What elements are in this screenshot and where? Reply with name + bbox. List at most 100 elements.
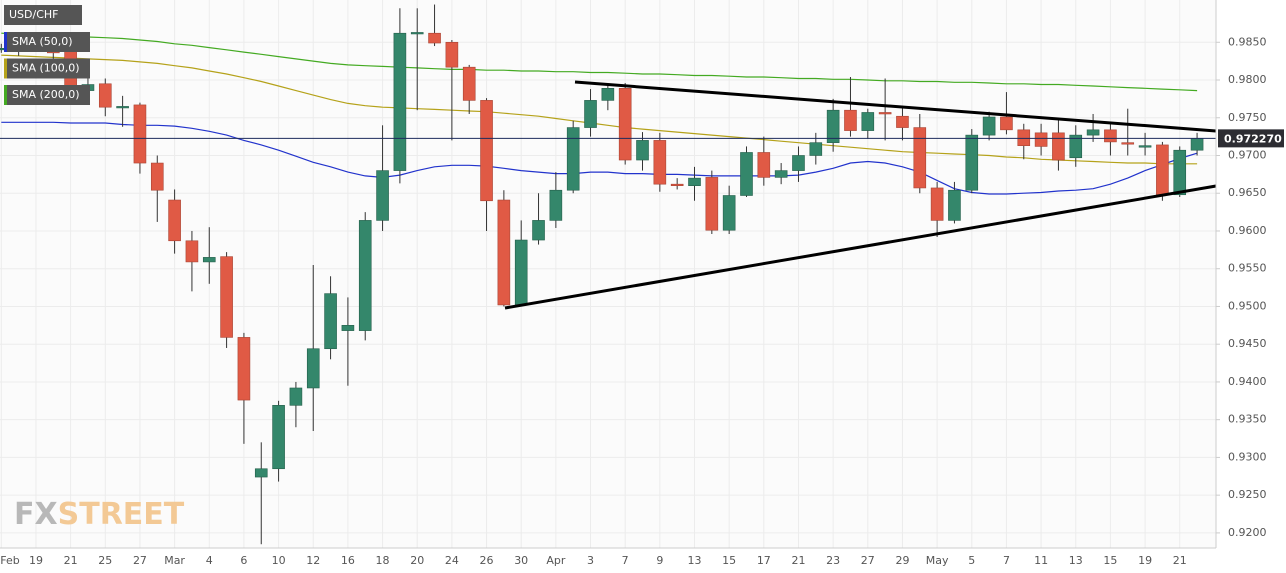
y-tick-label: 0.9200	[1228, 526, 1267, 539]
x-tick-label: 20	[410, 554, 424, 567]
candle-body	[844, 109, 857, 131]
candle-body	[722, 195, 736, 231]
candle-body	[428, 32, 441, 44]
marks	[0, 4, 1216, 545]
legend-swatch	[4, 58, 7, 79]
x-tick-label: 12	[306, 554, 320, 567]
sma-line	[1, 54, 1198, 165]
candle-body	[670, 183, 684, 186]
y-tick-label: 0.9550	[1228, 262, 1267, 275]
x-tick-label: 26	[480, 554, 494, 567]
x-tick-label: 17	[757, 554, 771, 567]
candle-body	[202, 257, 216, 263]
y-tick-label: 0.9750	[1228, 111, 1267, 124]
x-tick-label: 7	[622, 554, 629, 567]
legend-swatch	[4, 85, 7, 105]
candle-body	[809, 142, 823, 156]
candle-body	[1190, 138, 1204, 151]
candle-body	[688, 177, 701, 186]
candle-body	[324, 293, 337, 350]
x-tick-label: 21	[791, 554, 805, 567]
candle-body	[861, 112, 875, 131]
legend-swatch	[4, 32, 7, 52]
x-tick-label: 3	[587, 554, 594, 567]
x-tick-label: 30	[514, 554, 528, 567]
x-tick-label: 19	[29, 554, 43, 567]
y-tick-label: 0.9600	[1228, 224, 1267, 237]
y-tick-label: 0.9400	[1228, 375, 1267, 388]
x-tick-label: 10	[272, 554, 286, 567]
candle-body	[497, 199, 511, 306]
x-tick-label: Apr	[546, 554, 566, 567]
x-tick-label: 4	[206, 554, 213, 567]
x-tick-label: 27	[861, 554, 875, 567]
y-tick-label: 0.9300	[1228, 450, 1267, 463]
candle-body	[272, 405, 285, 470]
x-tick-label: 13	[688, 554, 702, 567]
candle-body	[982, 116, 996, 136]
x-tick-label: 19	[1138, 554, 1152, 567]
x-tick-label: 25	[98, 554, 112, 567]
candle-body	[1017, 129, 1031, 146]
candle-body	[948, 189, 961, 221]
x-tick-label: 15	[1103, 554, 1117, 567]
y-tick-label: 0.9450	[1228, 337, 1267, 350]
legend-label: SMA (200,0)	[12, 88, 80, 101]
x-tick-label: 6	[240, 554, 247, 567]
candle-body	[306, 348, 320, 389]
y-tick-label: 0.9250	[1228, 488, 1267, 501]
y-tick-label: 0.9800	[1228, 73, 1267, 86]
candle-body	[462, 66, 476, 101]
candle-body	[237, 337, 251, 401]
candle-body	[150, 162, 164, 191]
watermark-fx: FX	[14, 497, 58, 532]
candle-body	[168, 199, 181, 242]
candle-body	[376, 170, 389, 221]
candle-body	[254, 468, 268, 478]
candle-body	[913, 127, 927, 189]
candle-body	[1052, 132, 1065, 161]
x-tick-label: 21	[1173, 554, 1187, 567]
trendline-lower	[504, 184, 1217, 310]
candle-body	[965, 134, 979, 191]
candle-body	[393, 32, 407, 171]
candle-body	[584, 100, 597, 128]
candle-body	[653, 140, 667, 185]
legend: USD/CHF SMA (50,0) SMA (100,0) SMA (200,0)	[4, 5, 90, 105]
candle-body	[480, 100, 493, 202]
candle-body	[289, 387, 303, 406]
x-tick-label: 21	[64, 554, 78, 567]
x-tick-label: 5	[968, 554, 975, 567]
plot-area	[0, 0, 1216, 548]
legend-label: SMA (50,0)	[12, 35, 73, 48]
x-tick-label: 15	[722, 554, 736, 567]
candle-body	[705, 177, 719, 231]
candle-body	[514, 239, 528, 306]
candle-body	[740, 152, 753, 196]
candle-body	[220, 256, 233, 338]
candle-body	[445, 41, 459, 68]
candle-body	[930, 187, 944, 221]
candle-body	[341, 325, 355, 331]
x-tick-label: 11	[1034, 554, 1048, 567]
candle-body	[185, 240, 199, 263]
x-tick-label: 27	[133, 554, 147, 567]
candle-body	[1138, 145, 1152, 148]
candle-body	[1121, 142, 1135, 145]
trendline-upper	[574, 80, 1217, 133]
candle-body	[566, 127, 580, 191]
y-tick-label: 0.9500	[1228, 299, 1267, 312]
x-tick-label: Mar	[164, 554, 185, 567]
legend-box	[4, 32, 90, 52]
candle-body	[133, 104, 147, 164]
candle-body	[601, 88, 615, 101]
candle-body	[549, 189, 563, 221]
x-tick-label: 13	[1069, 554, 1083, 567]
candle-body	[618, 88, 632, 161]
candle-body	[1000, 116, 1013, 131]
candle-body	[116, 106, 129, 109]
y-tick-label: 0.9350	[1228, 413, 1267, 426]
legend-box	[4, 58, 90, 79]
legend-box	[4, 85, 90, 105]
